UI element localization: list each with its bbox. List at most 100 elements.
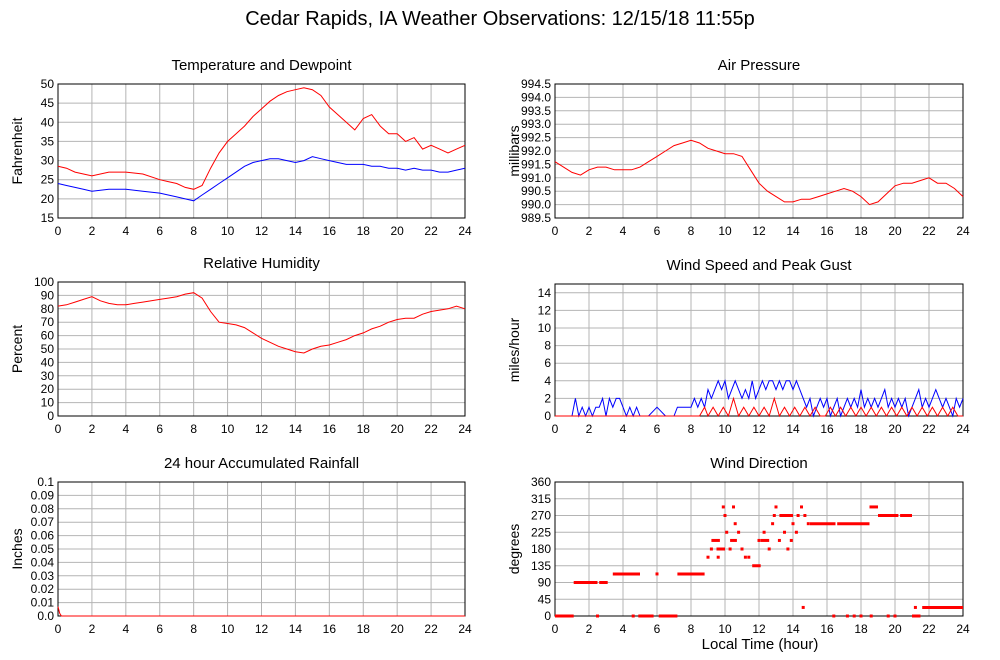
x-tick-label: 2 (89, 422, 96, 436)
y-tick-label: 20 (41, 192, 55, 206)
y-axis-label: Inches (9, 528, 25, 569)
x-tick-label: 16 (820, 224, 834, 238)
x-tick-label: 10 (221, 622, 235, 636)
y-tick-label: 25 (41, 173, 55, 187)
direction-point (852, 614, 856, 618)
x-tick-label: 2 (586, 422, 593, 436)
direction-point (757, 538, 761, 542)
y-tick-label: 12 (538, 303, 552, 317)
direction-point (800, 505, 803, 509)
page-title: Cedar Rapids, IA Weather Observations: 1… (245, 8, 755, 30)
plot-frame (57, 83, 466, 219)
y-axis-label: millibars (506, 125, 522, 176)
direction-point (786, 547, 790, 551)
x-tick-label: 14 (289, 224, 303, 238)
y-tick-label: 40 (41, 115, 55, 129)
y-tick-label: 180 (531, 542, 551, 556)
y-tick-label: 0.03 (31, 569, 55, 583)
direction-point (747, 555, 751, 559)
y-tick-label: 15 (41, 211, 55, 225)
x-tick-label: 24 (956, 622, 970, 636)
y-axis-label: Fahrenheit (9, 117, 25, 184)
x-tick-label: 10 (718, 422, 732, 436)
direction-point (737, 530, 741, 534)
x-tick-label: 10 (718, 224, 732, 238)
x-tick-label: 6 (156, 622, 163, 636)
x-tick-label: 20 (390, 422, 404, 436)
direction-point (767, 547, 771, 551)
x-tick-label: 16 (323, 622, 337, 636)
x-tick-label: 12 (255, 224, 269, 238)
x-tick-label: 24 (956, 224, 970, 238)
y-tick-label: 993.0 (521, 117, 551, 131)
direction-point (716, 555, 720, 559)
y-tick-label: 991.5 (521, 157, 551, 171)
x-tick-label: 8 (688, 422, 695, 436)
y-tick-label: 14 (538, 286, 552, 300)
direction-point (721, 505, 725, 509)
x-tick-label: 2 (586, 622, 593, 636)
y-tick-label: 989.5 (521, 211, 551, 225)
plot-frame (554, 481, 964, 617)
y-tick-label: 90 (41, 288, 55, 302)
x-tick-label: 0 (552, 422, 559, 436)
direction-point (886, 614, 890, 618)
y-axis-label: degrees (506, 524, 522, 575)
y-tick-label: 30 (41, 154, 55, 168)
y-tick-label: 0 (544, 409, 551, 423)
y-tick-label: 225 (531, 525, 551, 539)
direction-point (859, 614, 863, 618)
x-tick-label: 18 (357, 622, 371, 636)
x-tick-label: 14 (786, 224, 800, 238)
direction-point (783, 530, 786, 534)
x-tick-label: 14 (289, 622, 303, 636)
y-tick-label: 100 (34, 275, 54, 289)
series-line-0 (555, 378, 964, 418)
y-tick-label: 360 (531, 475, 551, 489)
chart-title: Temperature and Dewpoint (171, 57, 352, 74)
x-tick-label: 0 (552, 224, 559, 238)
direction-point (631, 614, 635, 618)
chart-title: Relative Humidity (203, 255, 320, 272)
x-tick-label: 4 (122, 622, 129, 636)
y-tick-label: 993.5 (521, 104, 551, 118)
y-tick-label: 0.08 (31, 502, 55, 516)
y-tick-label: 50 (41, 342, 55, 356)
x-tick-label: 18 (854, 622, 868, 636)
direction-point (845, 614, 849, 618)
y-tick-label: 0 (544, 609, 551, 623)
direction-point (725, 530, 729, 534)
x-tick-label: 12 (752, 422, 766, 436)
direction-point (743, 555, 747, 559)
y-tick-label: 70 (41, 315, 55, 329)
y-tick-label: 0.02 (31, 582, 55, 596)
direction-point (913, 605, 917, 609)
x-tick-label: 4 (122, 422, 129, 436)
x-tick-label: 2 (89, 622, 96, 636)
x-tick-label: 22 (424, 422, 438, 436)
x-tick-label: 6 (654, 422, 661, 436)
x-tick-label: 20 (888, 224, 902, 238)
x-tick-label: 12 (255, 622, 269, 636)
x-tick-label: 16 (820, 622, 834, 636)
y-tick-label: 0.1 (37, 475, 54, 489)
series-line-0 (57, 292, 466, 354)
x-tick-label: 18 (357, 224, 371, 238)
y-tick-label: 6 (544, 356, 551, 370)
direction-point (596, 614, 599, 618)
y-tick-label: 10 (41, 396, 55, 410)
direction-point (893, 614, 897, 618)
direction-point (806, 522, 810, 526)
x-tick-label: 18 (854, 224, 868, 238)
y-tick-label: 135 (531, 559, 551, 573)
x-tick-label: 0 (55, 622, 62, 636)
x-tick-label: 22 (424, 224, 438, 238)
y-tick-label: 0.0 (37, 609, 54, 623)
direction-point (709, 547, 713, 551)
x-tick-label: 8 (190, 224, 197, 238)
x-tick-label: 14 (786, 622, 800, 636)
direction-point (774, 505, 778, 509)
direction-point (732, 505, 735, 509)
